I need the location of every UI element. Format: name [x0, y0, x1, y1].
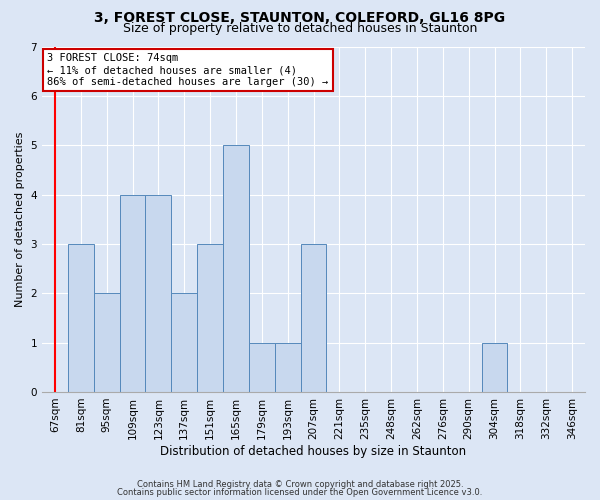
Bar — [172, 294, 197, 392]
Text: Contains HM Land Registry data © Crown copyright and database right 2025.: Contains HM Land Registry data © Crown c… — [137, 480, 463, 489]
Text: 3, FOREST CLOSE, STAUNTON, COLEFORD, GL16 8PG: 3, FOREST CLOSE, STAUNTON, COLEFORD, GL1… — [94, 11, 506, 25]
Bar — [119, 194, 145, 392]
Text: 3 FOREST CLOSE: 74sqm
← 11% of detached houses are smaller (4)
86% of semi-detac: 3 FOREST CLOSE: 74sqm ← 11% of detached … — [47, 54, 329, 86]
Text: Contains public sector information licensed under the Open Government Licence v3: Contains public sector information licen… — [118, 488, 482, 497]
Bar — [223, 145, 249, 392]
Bar — [249, 342, 275, 392]
Bar — [197, 244, 223, 392]
Bar — [94, 294, 119, 392]
Bar — [301, 244, 326, 392]
Text: Size of property relative to detached houses in Staunton: Size of property relative to detached ho… — [123, 22, 477, 35]
Bar — [482, 342, 508, 392]
Bar — [145, 194, 172, 392]
Y-axis label: Number of detached properties: Number of detached properties — [15, 132, 25, 307]
X-axis label: Distribution of detached houses by size in Staunton: Distribution of detached houses by size … — [160, 444, 467, 458]
Bar — [275, 342, 301, 392]
Bar — [68, 244, 94, 392]
